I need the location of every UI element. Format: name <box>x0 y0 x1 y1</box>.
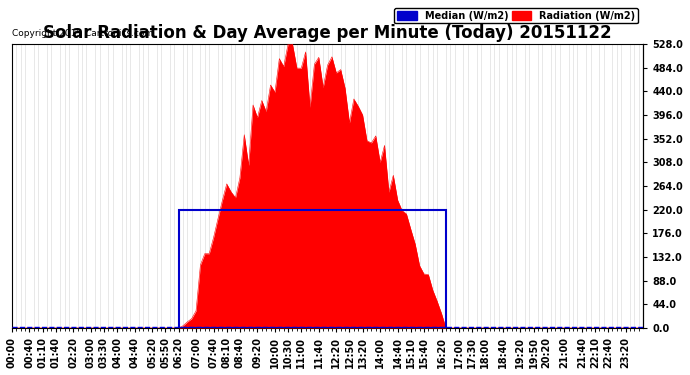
Bar <box>179 210 446 328</box>
Title: Solar Radiation & Day Average per Minute (Today) 20151122: Solar Radiation & Day Average per Minute… <box>43 24 612 42</box>
Legend: Median (W/m2), Radiation (W/m2): Median (W/m2), Radiation (W/m2) <box>395 8 638 24</box>
Text: Copyright 2015 Cartronics.com: Copyright 2015 Cartronics.com <box>12 29 153 38</box>
